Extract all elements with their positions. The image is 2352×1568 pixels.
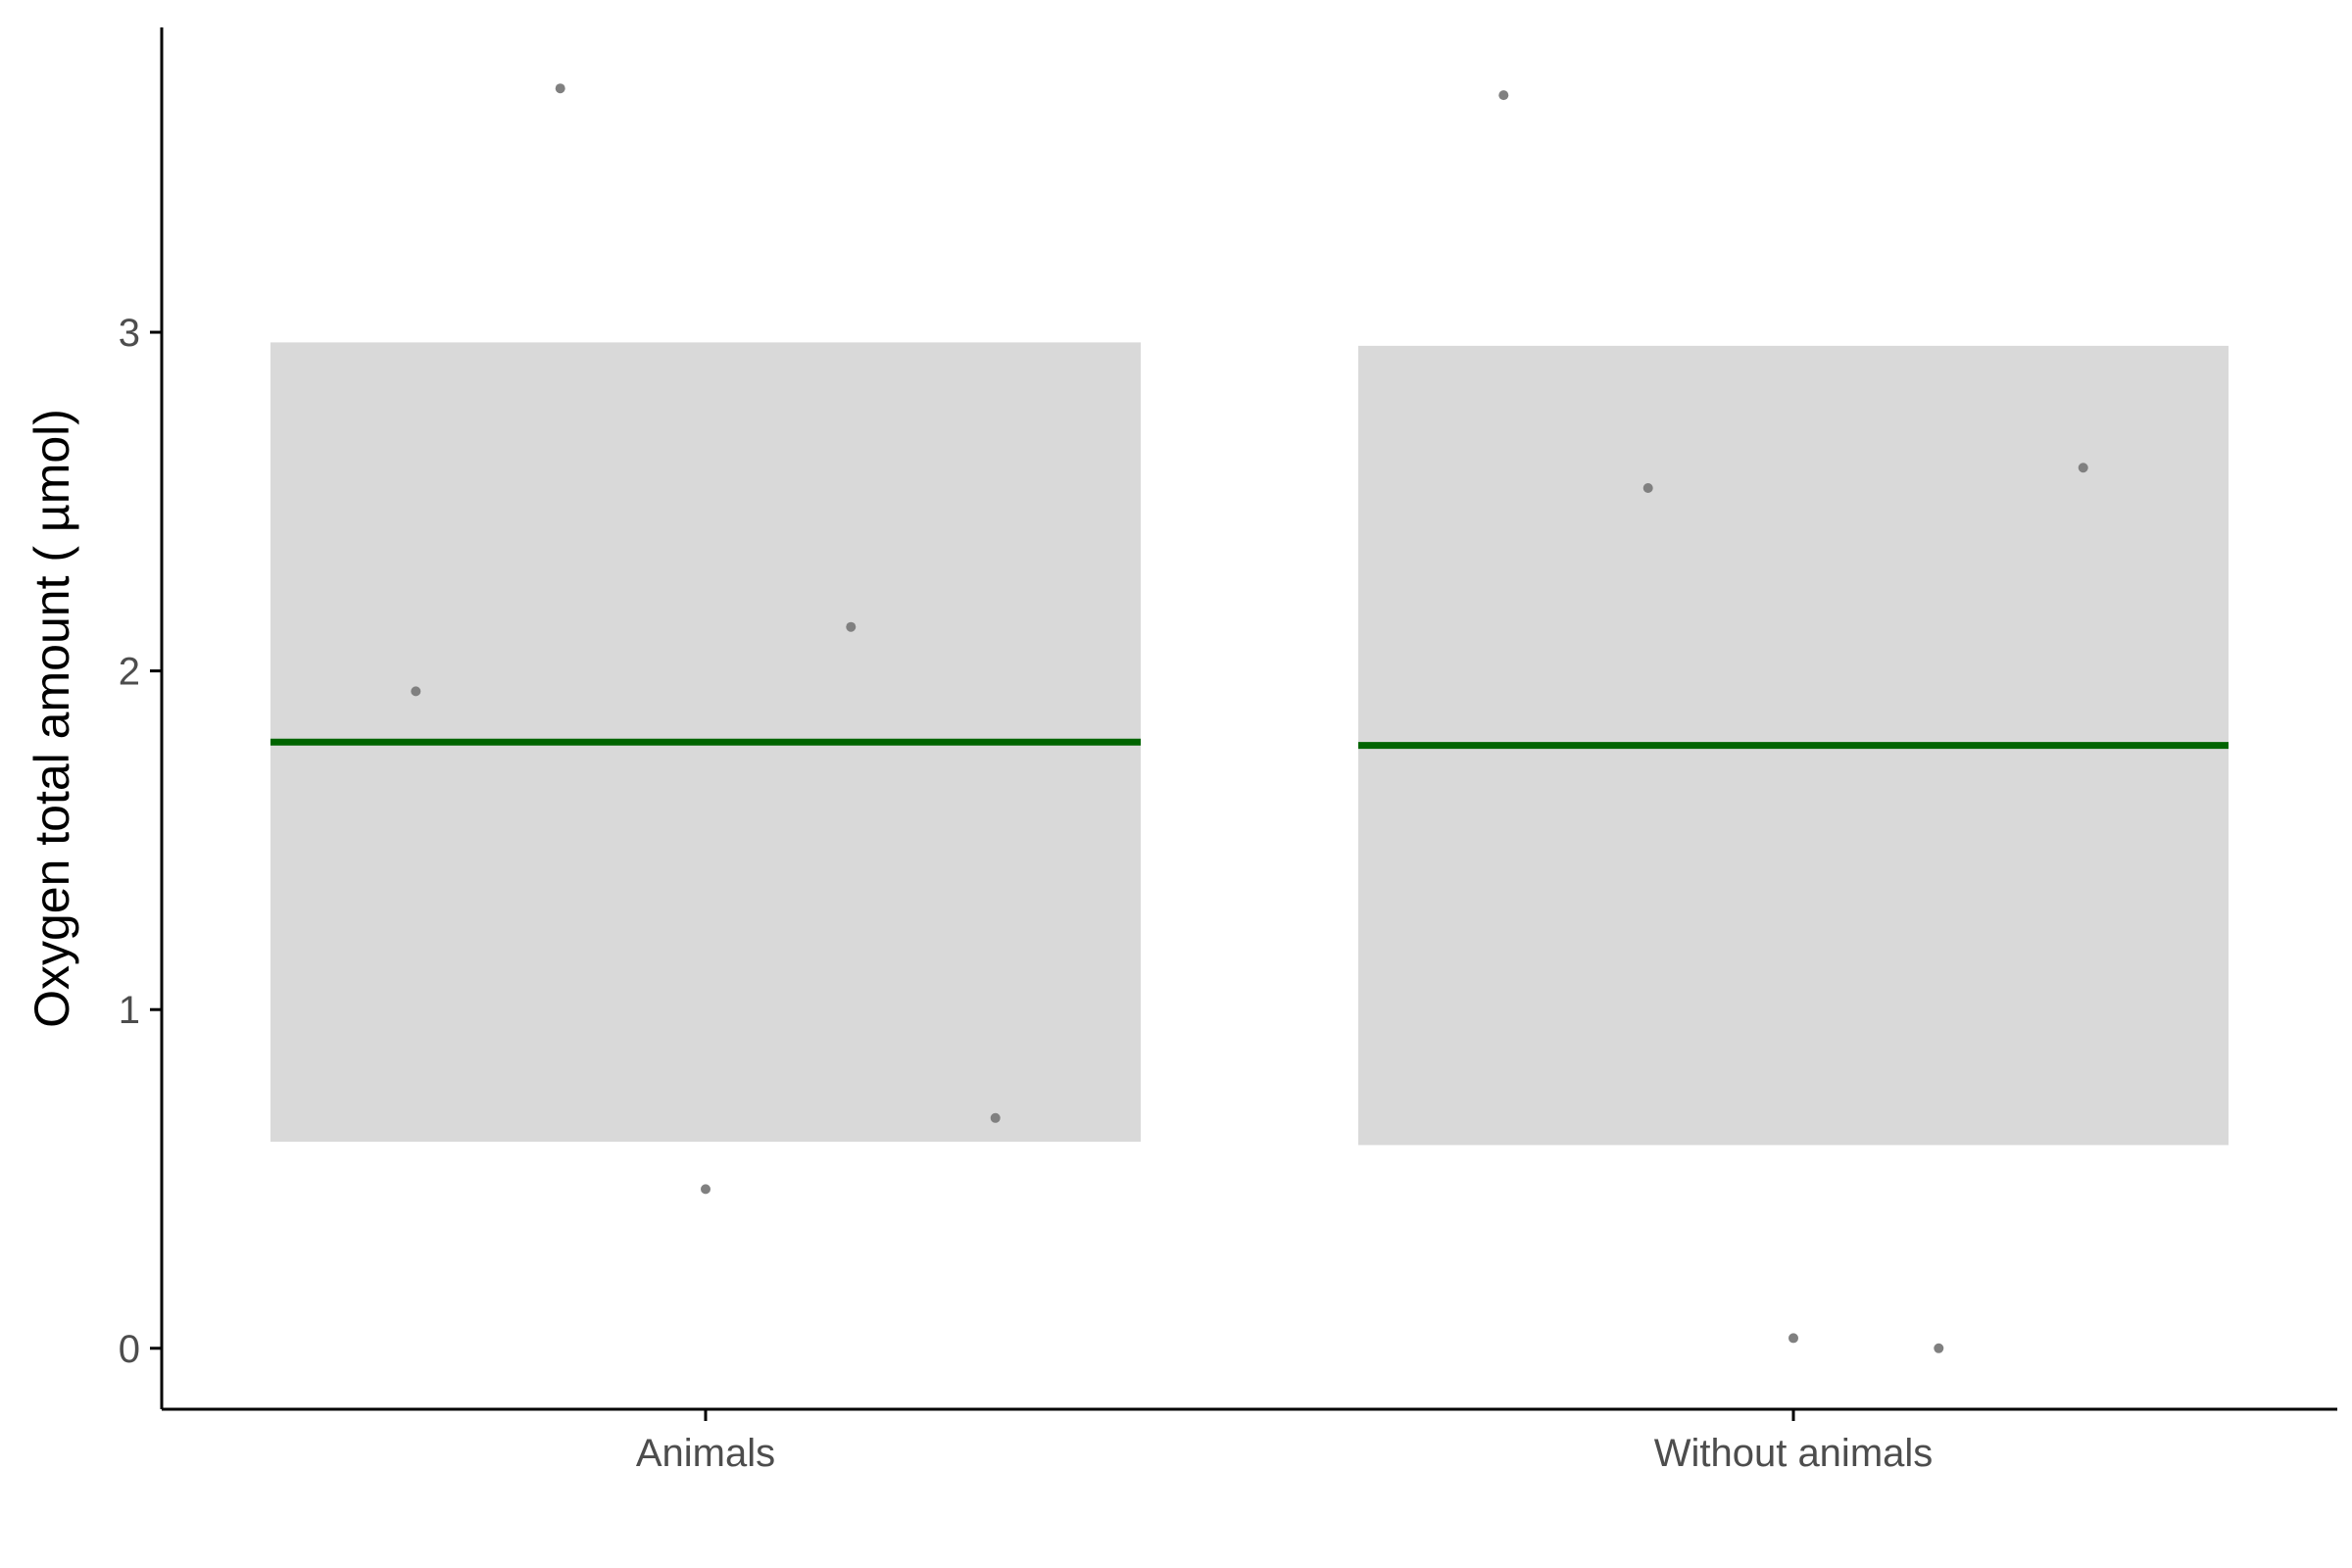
axes	[160, 27, 2337, 1411]
y-axis-title: Oxygen total amount ( µmol)	[24, 409, 79, 1028]
x-tick-label: Without animals	[1654, 1432, 1934, 1475]
point-layer	[411, 83, 2088, 1353]
y-ticks: 0 1 2 3	[119, 312, 162, 1371]
y-tick-label: 0	[119, 1328, 140, 1371]
data-point	[846, 621, 857, 632]
data-point	[1642, 483, 1653, 493]
data-point	[555, 83, 565, 94]
x-tick-label: Animals	[636, 1432, 775, 1475]
mean-line-layer	[270, 738, 2229, 750]
y-tick-label: 2	[119, 651, 140, 694]
data-point	[1934, 1343, 1944, 1353]
data-point	[2078, 463, 2088, 473]
y-tick-label: 1	[119, 989, 140, 1032]
data-point	[411, 686, 421, 697]
data-point	[1788, 1333, 1798, 1344]
data-point	[1498, 90, 1509, 101]
y-tick-label: 3	[119, 312, 140, 355]
data-point	[701, 1184, 710, 1195]
data-point	[990, 1112, 1001, 1123]
x-ticks: Animals Without animals	[636, 1409, 1933, 1475]
